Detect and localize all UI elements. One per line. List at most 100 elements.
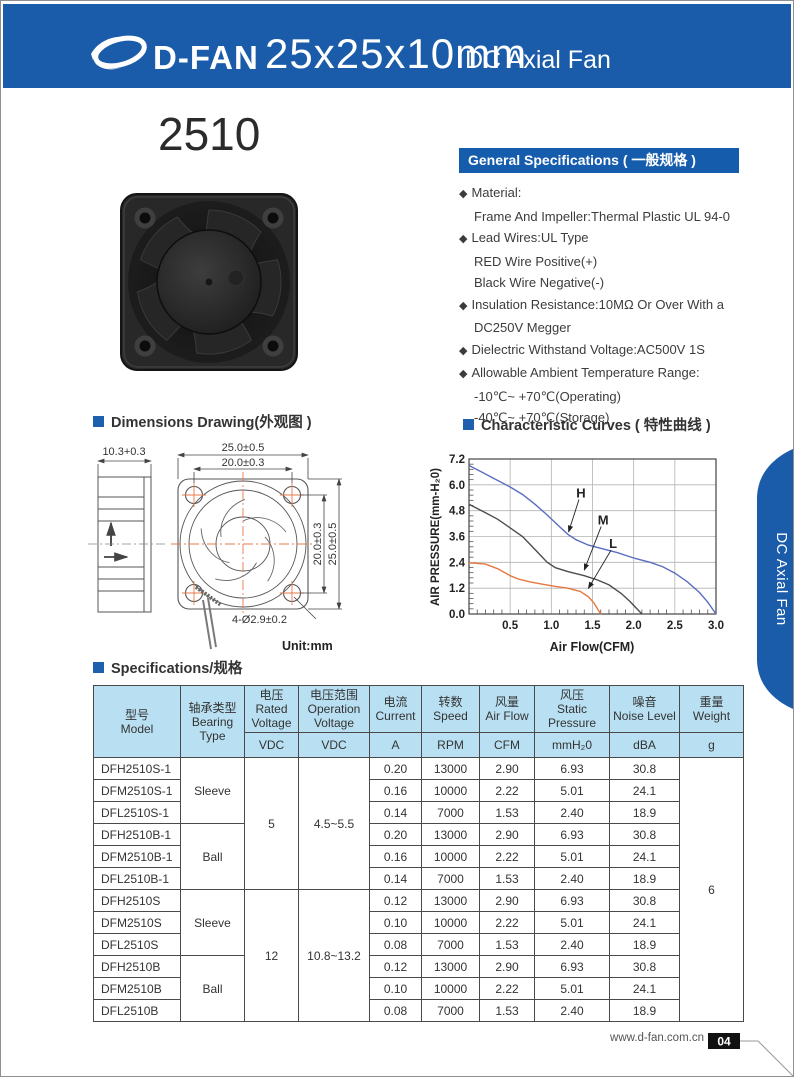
dim-outer-height: 25.0±0.5: [327, 523, 339, 566]
footer-website-link[interactable]: www.d-fan.com.cn: [610, 1032, 704, 1044]
static-pressure-cell: 6.93: [534, 955, 610, 978]
air-flow-cell: 2.22: [479, 911, 535, 934]
general-spec-item: DC250V Megger: [474, 320, 571, 335]
svg-text:0.0: 0.0: [449, 609, 465, 621]
diamond-bullet-icon: ◆: [459, 188, 468, 200]
current-cell: 0.16: [369, 779, 422, 802]
air-flow-cell: 1.53: [479, 867, 535, 890]
side-tab: DC Axial Fan: [757, 449, 793, 709]
curve-H: [468, 464, 717, 615]
model-cell: DFM2510S: [93, 911, 181, 934]
general-spec-item: RED Wire Positive(+): [474, 253, 598, 269]
current-cell: 0.14: [369, 801, 422, 824]
svg-text:2.4: 2.4: [449, 557, 466, 569]
air-flow-cell: 2.22: [479, 779, 535, 802]
operation-voltage-cell: 10.8~13.2: [298, 889, 370, 1022]
speed-cell: 7000: [421, 867, 480, 890]
table-row: DFH2510B Ball 0.12 13000 2.90 6.93 30.8: [93, 955, 744, 1022]
curve-L: [468, 562, 602, 615]
speed-cell: 7000: [421, 999, 480, 1022]
bearing-cell: Sleeve: [180, 889, 245, 956]
unit-label: Unit:mm: [282, 639, 333, 653]
footer-page-marker: 04: [708, 1033, 793, 1076]
svg-text:3.6: 3.6: [449, 532, 465, 544]
static-pressure-cell: 6.93: [534, 889, 610, 912]
model-cell: DFH2510S-1: [93, 757, 181, 780]
diamond-bullet-icon: ◆: [459, 344, 468, 357]
static-pressure-cell: 2.40: [534, 801, 610, 824]
chart-x-axis-title: Air Flow(CFM): [550, 640, 635, 654]
static-pressure-cell: 2.40: [534, 867, 610, 890]
section-bullet-icon: [93, 416, 104, 427]
column-unit: VDC: [298, 732, 370, 758]
speed-cell: 13000: [421, 823, 480, 846]
brand-name: D-FAN: [153, 39, 259, 76]
curves-section-title: Characteristic Curves ( 特性曲线 ): [463, 414, 711, 435]
speed-cell: 10000: [421, 911, 480, 934]
curve-label-L: L: [609, 536, 617, 551]
table-row: DFH2510B-1 Ball 0.20 13000 2.90 6.93 30.8: [93, 823, 744, 890]
column-header: 型号 Model: [93, 685, 181, 758]
header-bar: D-FAN 25x25x10mm DC Axial Fan: [3, 4, 791, 88]
speed-cell: 7000: [421, 933, 480, 956]
dimensions-section-title: Dimensions Drawing(外观图 ): [93, 411, 312, 432]
current-cell: 0.12: [369, 955, 422, 978]
table-row: DFM2510S 0.10 10000 2.22 5.01 24.1: [93, 911, 744, 934]
dim-hole-pitch-v: 20.0±0.3: [312, 523, 324, 566]
noise-level-cell: 24.1: [609, 779, 680, 802]
model-cell: DFH2510B-1: [93, 823, 181, 846]
curve-label-M: M: [598, 512, 609, 527]
general-specs-list: ◆ Material: Frame And Impeller:Thermal Pla…: [459, 182, 759, 429]
weight-cell: 6: [679, 757, 744, 1022]
noise-level-cell: 24.1: [609, 911, 680, 934]
noise-level-cell: 30.8: [609, 757, 680, 780]
column-unit: A: [369, 732, 422, 758]
chart-x-tick-labels: 0.5 1.0 1.5 2.0 2.5 3.0: [502, 620, 724, 632]
diamond-bullet-icon: ◆: [459, 299, 468, 312]
page-subtitle: DC Axial Fan: [465, 46, 611, 74]
table-row: DFM2510B-1 0.16 10000 2.22 5.01 24.1: [93, 845, 744, 868]
static-pressure-cell: 6.93: [534, 823, 610, 846]
product-model-heading: 2510: [158, 108, 261, 160]
column-header: 电压范围 Operation Voltage: [298, 685, 370, 733]
column-header: 轴承类型 Bearing Type: [180, 685, 245, 758]
noise-level-cell: 24.1: [609, 977, 680, 1000]
model-cell: DFL2510S: [93, 933, 181, 956]
chart-curves: [468, 464, 717, 615]
svg-text:1.5: 1.5: [585, 620, 602, 632]
table-row: DFL2510S-1 0.14 7000 1.53 2.40 18.9: [93, 801, 744, 824]
speed-cell: 10000: [421, 779, 480, 802]
curve-M: [468, 503, 643, 615]
model-cell: DFM2510B: [93, 977, 181, 1000]
column-header: 重量 Weight: [679, 685, 744, 733]
column-header: 电流 Current: [369, 685, 422, 733]
dim-outer-width: 25.0±0.5: [222, 442, 265, 454]
svg-text:1.2: 1.2: [449, 583, 465, 595]
general-spec-item: Black Wire Negative(-): [474, 275, 605, 290]
noise-level-cell: 18.9: [609, 933, 680, 956]
operation-voltage-cell: 4.5~5.5: [298, 757, 370, 890]
static-pressure-cell: 2.40: [534, 999, 610, 1022]
table-row: DFH2510S Sleeve 12 10.8~13.2 0.12 13000 2.90 6.…: [93, 889, 744, 1022]
column-unit: VDC: [244, 732, 299, 758]
general-spec-item: ◆ Insulation Resistance:10MΩ Or Over With…: [459, 296, 724, 312]
air-flow-cell: 1.53: [479, 933, 535, 956]
air-flow-cell: 2.90: [479, 823, 535, 846]
static-pressure-cell: 2.40: [534, 933, 610, 956]
diamond-bullet-icon: ◆: [459, 233, 468, 245]
diamond-bullet-icon: ◆: [459, 368, 468, 380]
section-bullet-icon: [463, 419, 474, 430]
fan-product-photo: [120, 193, 298, 372]
model-cell: DFH2510B: [93, 955, 181, 978]
specifications-table: 型号 Model 轴承类型 Bearing Type 电压 Rated Voltag…: [93, 685, 744, 1022]
current-cell: 0.10: [369, 911, 422, 934]
air-flow-cell: 2.22: [479, 845, 535, 868]
noise-level-cell: 18.9: [609, 801, 680, 824]
current-cell: 0.14: [369, 867, 422, 890]
column-header: 转数 Speed: [421, 685, 480, 733]
column-unit: g: [679, 732, 744, 758]
column-header: 噪音 Noise Level: [609, 685, 680, 733]
air-flow-cell: 2.90: [479, 889, 535, 912]
model-cell: DFL2510B-1: [93, 867, 181, 890]
general-spec-item: ◆ Dielectric Withstand Voltage:AC500V 1S: [459, 341, 705, 357]
